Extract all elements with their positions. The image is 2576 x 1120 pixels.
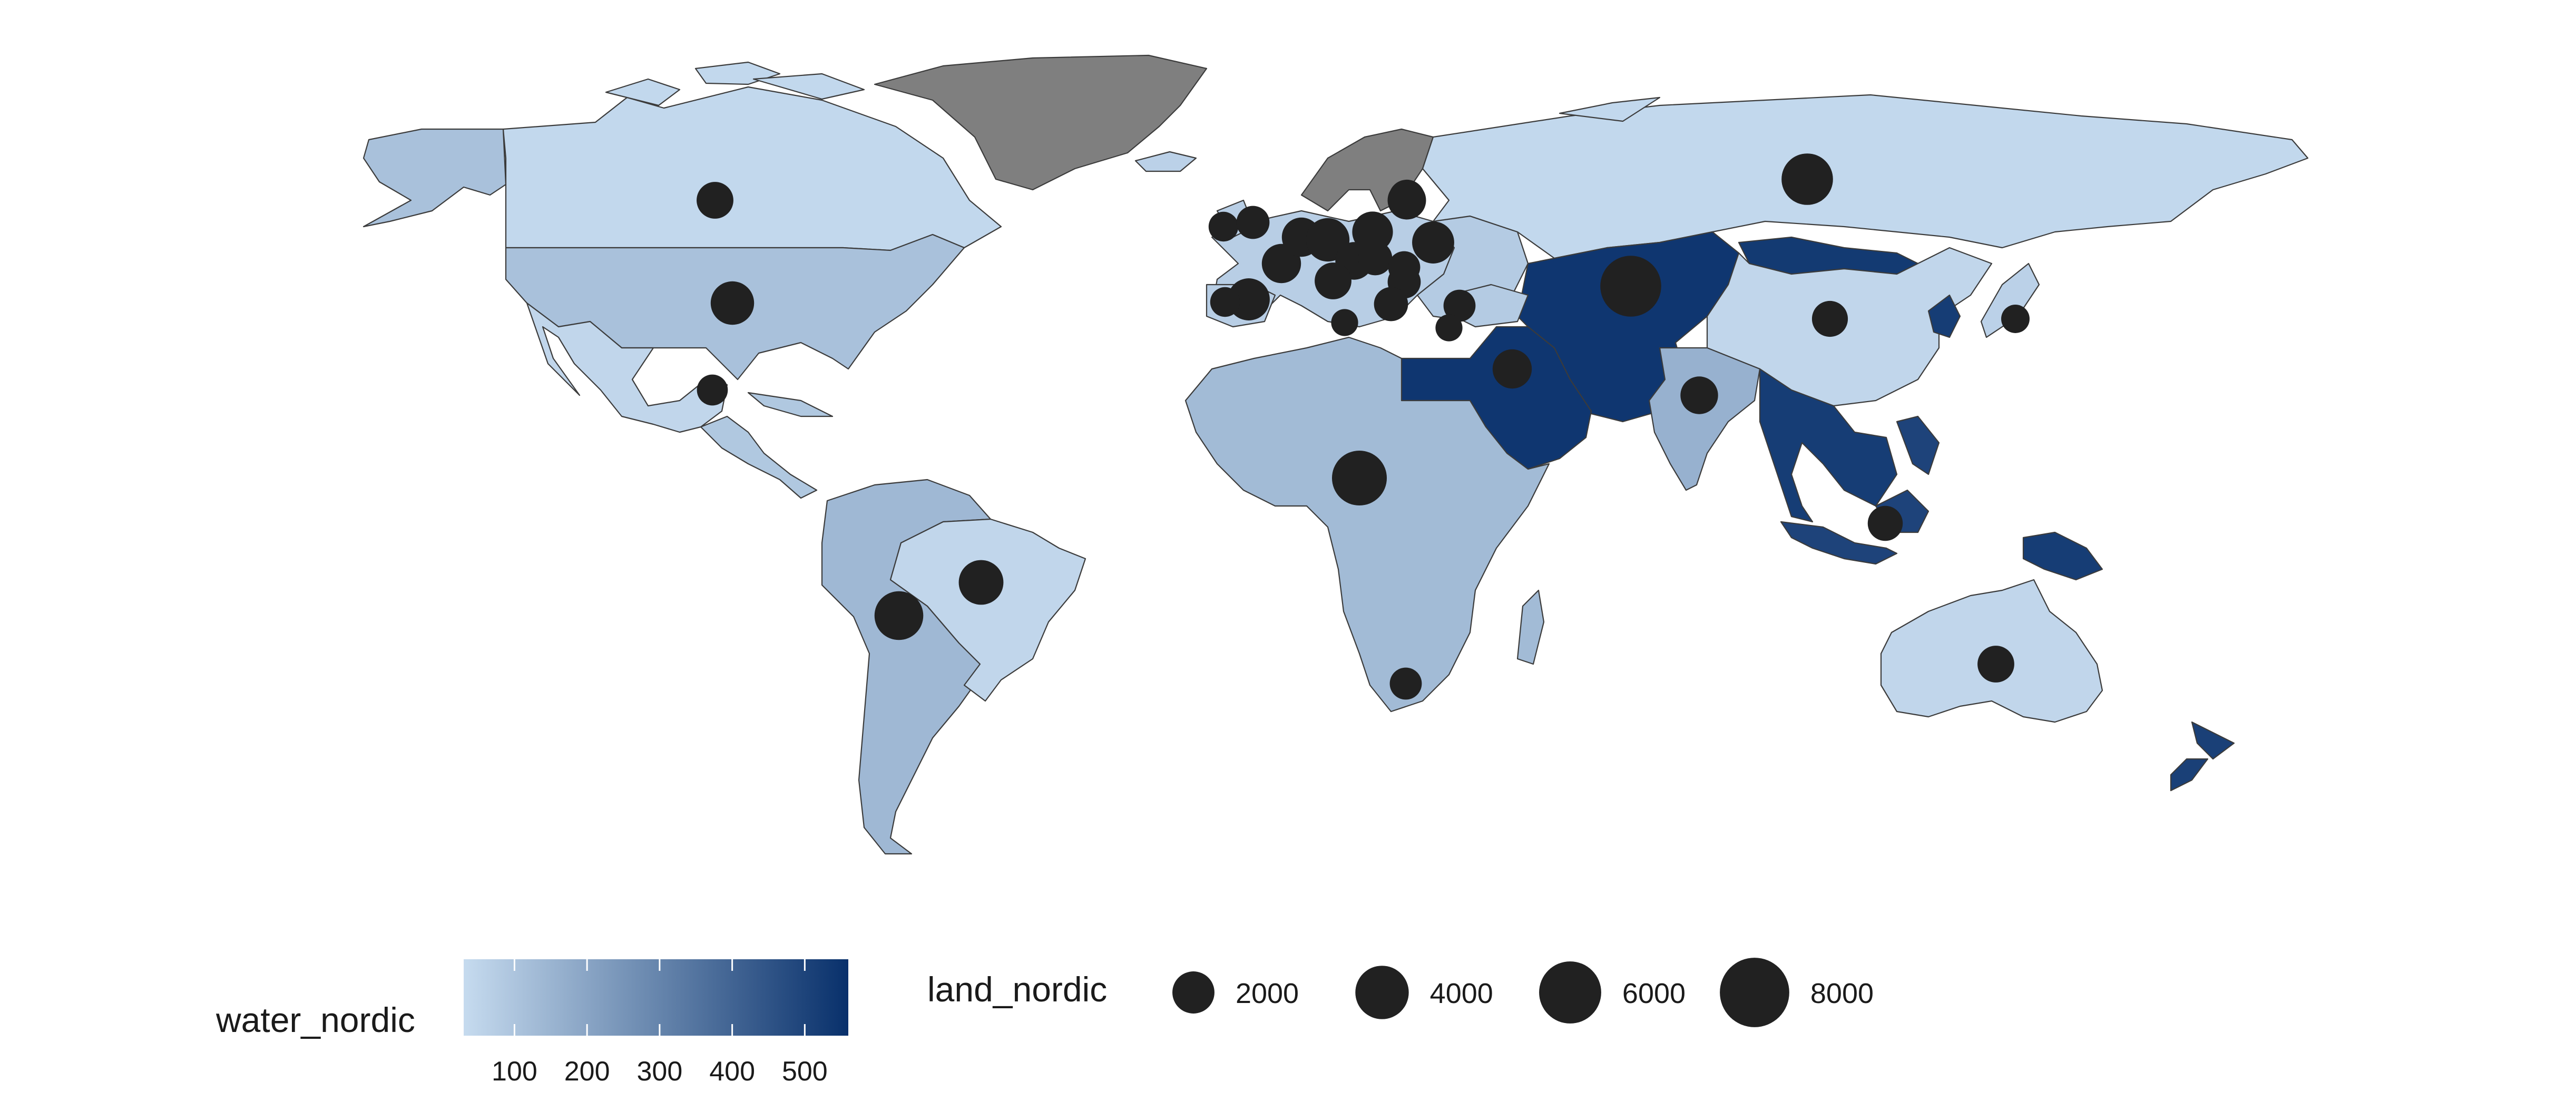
size-key-circle [1539, 961, 1601, 1024]
size-key-label: 6000 [1622, 978, 1686, 1009]
region-central-america [700, 415, 818, 499]
region-brazil [889, 518, 1086, 702]
region-alaska [363, 128, 507, 228]
bubble-indonesia [1867, 505, 1903, 541]
fill-legend-title: water_nordic [216, 1000, 415, 1039]
bubble-ukraine [1412, 221, 1454, 264]
region-madagascar [1516, 589, 1545, 665]
size-key-circle [1355, 966, 1409, 1019]
bubble-layer [697, 153, 2030, 700]
bubble-ireland [1208, 211, 1239, 242]
bubble-africa [1331, 450, 1387, 506]
fill-tick-label: 500 [782, 1056, 828, 1087]
fill-colorbar [464, 959, 848, 1036]
region-russia [1422, 94, 2309, 259]
bubble-turkey [1443, 289, 1476, 322]
bubble-usa [710, 281, 755, 325]
size-key-label: 2000 [1236, 978, 1299, 1009]
region-canada [502, 86, 1002, 251]
region-iceland [1134, 151, 1197, 172]
region-indonesia [1896, 415, 1940, 475]
fill-tick-label: 400 [709, 1056, 755, 1087]
region-southeast-asia [1759, 368, 1898, 523]
bubble-spain [1228, 278, 1270, 320]
region-canada [605, 78, 681, 106]
bubble-portugal [1210, 287, 1240, 317]
fill-tick-label: 100 [492, 1056, 537, 1087]
bubble-russia [1781, 153, 1833, 205]
bubble-italy [1315, 262, 1351, 299]
bubble-cyprus [1435, 314, 1463, 342]
size-keys: 2000 4000 6000 8000 [1172, 958, 1874, 1027]
bubble-china [1811, 300, 1848, 337]
region-central-america [747, 392, 834, 417]
bubble-tunisia [1331, 309, 1358, 336]
bubble-bolivia [874, 591, 924, 640]
fill-tick-label: 300 [637, 1056, 683, 1087]
region-new-zealand [2191, 721, 2235, 760]
bubble-hungary [1358, 241, 1393, 276]
legend: water_nordic 100 200 300 400 500 land_nordic… [216, 958, 1874, 1087]
region-papua [2022, 531, 2103, 581]
size-key-circle [1720, 958, 1789, 1027]
size-key-circle [1172, 971, 1214, 1014]
region-africa [1184, 336, 1550, 713]
bubble-india [1680, 376, 1718, 414]
region-canada [752, 73, 865, 100]
size-key-label: 8000 [1810, 978, 1874, 1009]
fill-ticks: 100 200 300 400 500 [492, 959, 828, 1087]
bubble-brazil [958, 560, 1004, 605]
bubble-central-asia [1600, 256, 1661, 317]
size-key-label: 4000 [1430, 978, 1493, 1009]
region-new-zealand [2170, 758, 2209, 792]
size-legend-title: land_nordic [927, 970, 1107, 1009]
bubble-romania [1388, 251, 1421, 284]
region-korea [1927, 294, 1961, 338]
bubble-finland [1388, 179, 1425, 216]
region-indonesia [1780, 521, 1898, 565]
fill-tick-label: 200 [564, 1056, 610, 1087]
bubble-saudi-arabia [1492, 349, 1532, 389]
bubble-uk [1236, 206, 1270, 239]
region-greenland [874, 54, 1208, 191]
bubble-poland [1352, 211, 1393, 252]
region-india [1648, 347, 1761, 491]
region-russia [1559, 96, 1661, 122]
bubble-canada [697, 182, 733, 219]
bubble-south-africa [1389, 667, 1422, 700]
bubble-australia [1977, 646, 2014, 683]
bubble-mexico [697, 374, 728, 406]
bubble-greece [1374, 287, 1408, 322]
bubble-japan [2001, 305, 2030, 333]
country-layer [363, 54, 2309, 855]
